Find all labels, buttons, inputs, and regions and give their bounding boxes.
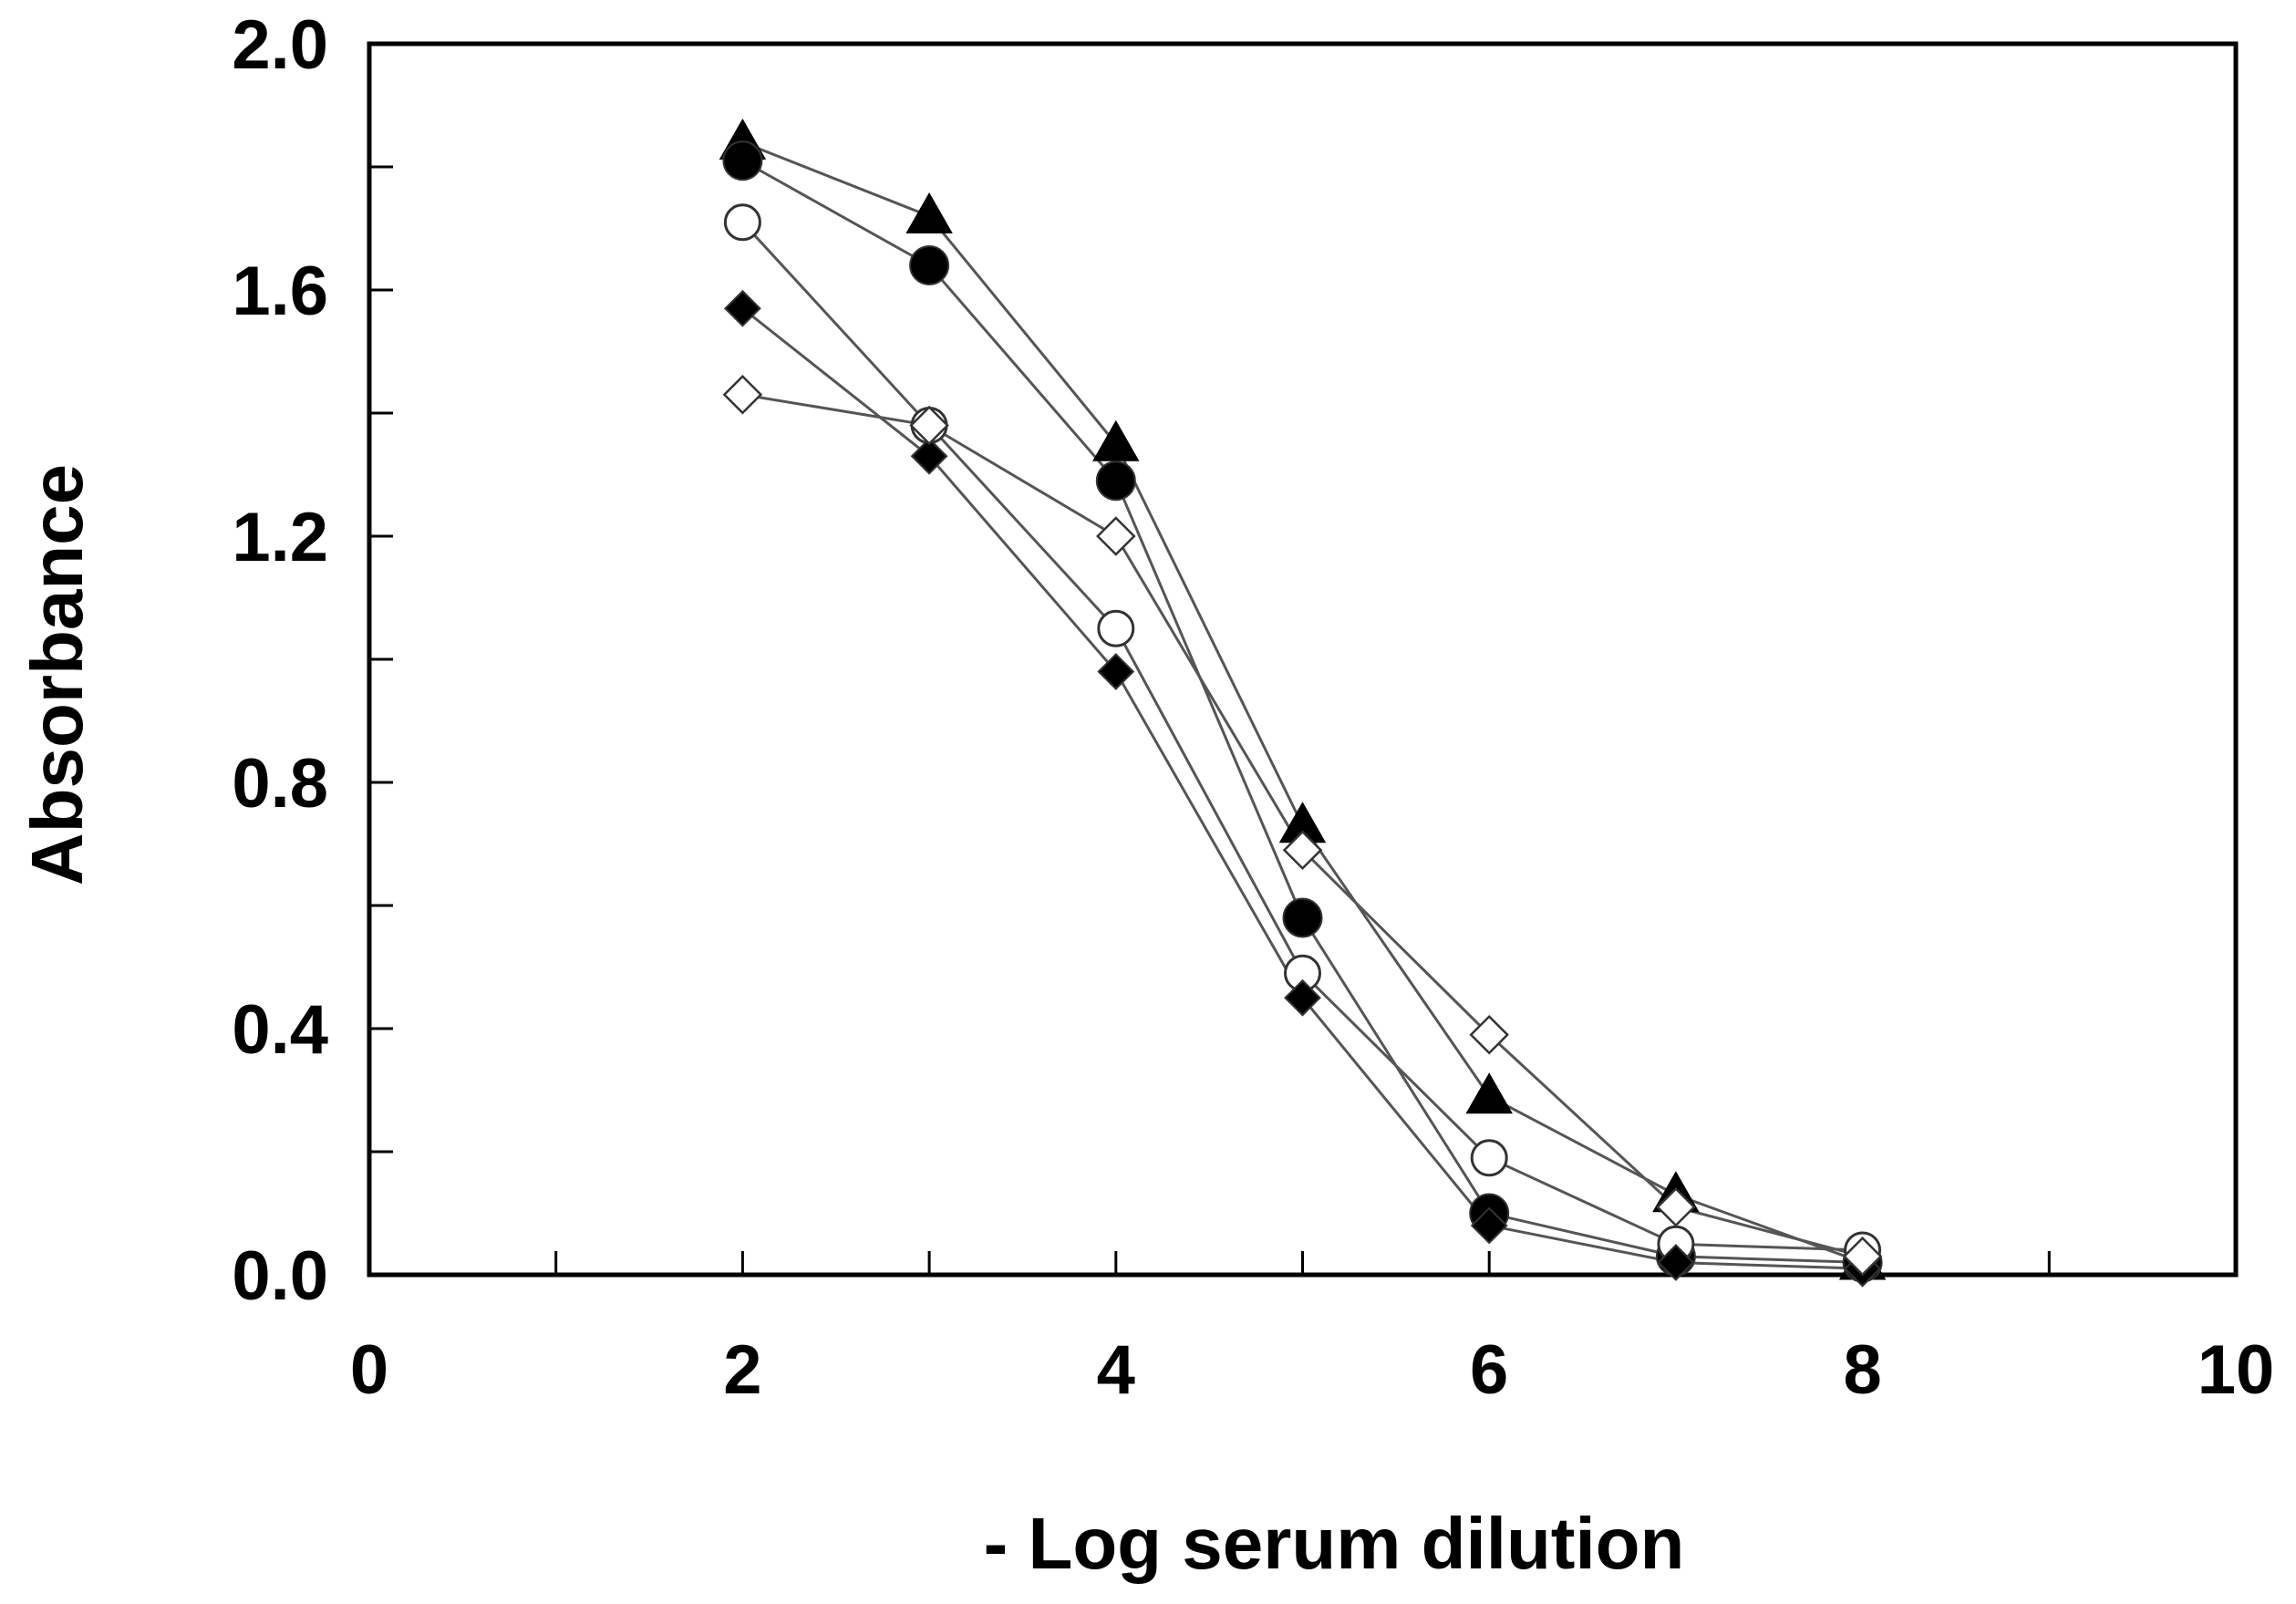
series-1-point [1465, 1072, 1513, 1114]
series-5-point [1282, 830, 1323, 871]
series-2-point [722, 140, 763, 181]
series-line-2 [741, 159, 1863, 1264]
series-2-point [1282, 897, 1323, 938]
series-5-point [1469, 1014, 1509, 1055]
series-1-point [905, 191, 953, 233]
series-4-point [723, 289, 761, 327]
series-2-point [1095, 461, 1136, 502]
series-5-point [1096, 516, 1136, 556]
series-line-3 [741, 221, 1863, 1252]
x-tick-label: 6 [1470, 1331, 1508, 1409]
x-axis-title: - Log serum dilution [984, 1503, 1685, 1584]
series-5-point [1656, 1186, 1696, 1227]
ticks [369, 165, 2051, 1275]
plot-frame [367, 41, 2239, 1278]
series-line-4 [741, 307, 1863, 1270]
series-3-point [1097, 609, 1135, 647]
x-tick-label: 4 [1097, 1331, 1135, 1409]
series-2-point [909, 245, 950, 285]
series-group [719, 118, 1887, 1288]
series-5-point [722, 374, 763, 415]
y-axis-title: Absorbance [16, 464, 98, 885]
x-tick-label: 2 [723, 1331, 761, 1409]
x-tick-label: 10 [2198, 1331, 2275, 1409]
series-4-point [1470, 1206, 1508, 1245]
series-4-point [1284, 978, 1321, 1017]
series-4-point [910, 437, 948, 475]
series-1-point [1092, 419, 1140, 461]
y-tick-label: 0.8 [232, 745, 328, 823]
series-5-point [1842, 1236, 1883, 1277]
series-line-1 [741, 140, 1864, 1264]
y-tick-label: 0.4 [232, 991, 328, 1069]
y-tick-label: 0.0 [232, 1237, 328, 1315]
y-tick-label: 1.2 [232, 499, 328, 576]
x-tick-label: 0 [350, 1331, 388, 1409]
tick-labels: 0 2 4 6 8 10 0.0 0.4 0.8 1.2 1.6 2.0 [232, 6, 2274, 1409]
series-3-point [1470, 1139, 1508, 1177]
series-4-point [1657, 1244, 1695, 1281]
x-tick-label: 8 [1843, 1331, 1881, 1409]
y-tick-label: 1.6 [232, 253, 328, 330]
y-tick-label: 2.0 [232, 6, 328, 84]
series-5-point [909, 405, 949, 446]
series-3-point [723, 203, 761, 242]
series-4-point [1097, 653, 1135, 690]
